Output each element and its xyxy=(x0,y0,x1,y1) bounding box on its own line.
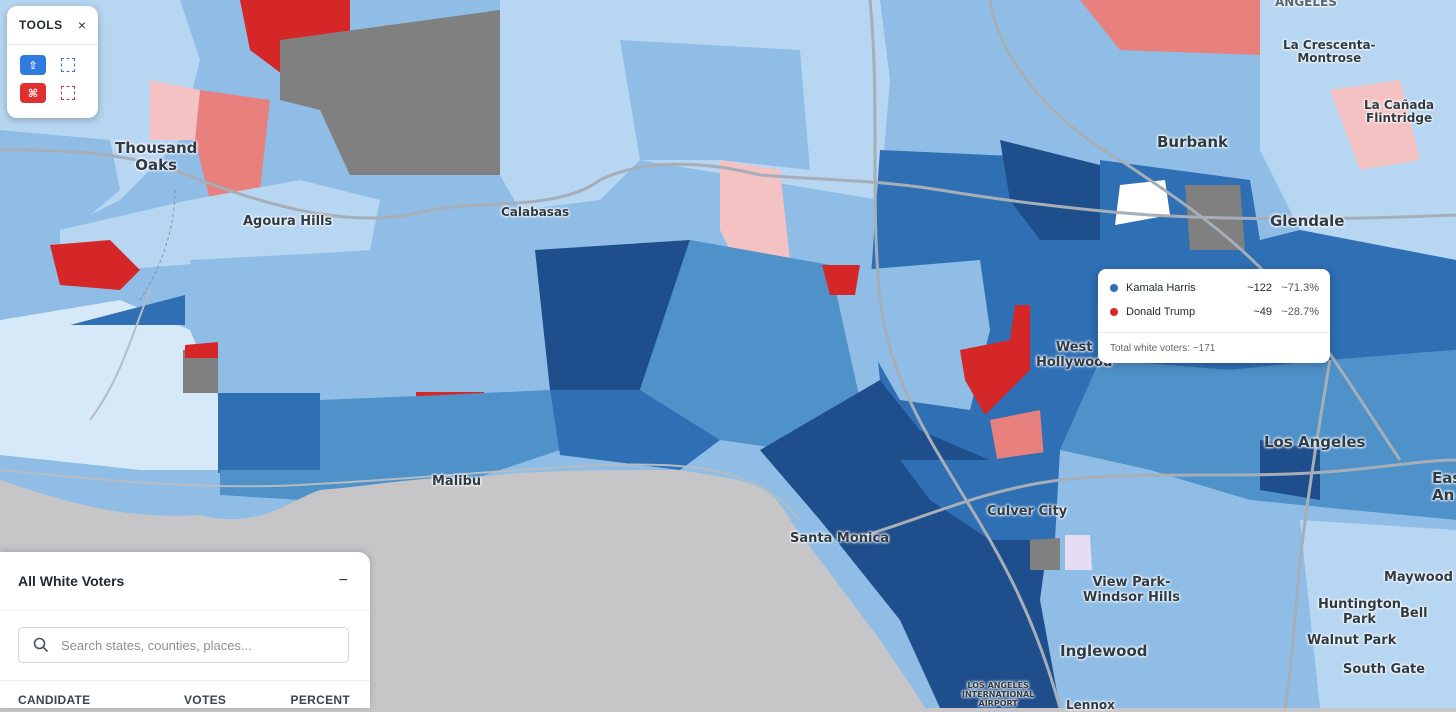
tooltip-votes: ~122 xyxy=(1247,282,1272,294)
precinct-nodata-north[interactable] xyxy=(280,10,500,175)
precinct-harris-mid-2[interactable] xyxy=(550,390,720,470)
precinct-culver[interactable] xyxy=(900,450,1060,540)
column-candidate[interactable]: CANDIDATE xyxy=(18,693,91,707)
map-label-burbank: Burbank xyxy=(1157,133,1229,151)
tooltip-votes: ~49 xyxy=(1253,306,1272,318)
road-pch xyxy=(0,463,801,521)
tooltip-total: Total white voters: ~171 xyxy=(1098,332,1330,364)
map-label-calabasas: Calabasas xyxy=(501,205,570,219)
select-add-button[interactable]: ⇧ xyxy=(20,55,46,75)
precinct-nw-medium[interactable] xyxy=(0,130,120,250)
precinct-lilac[interactable] xyxy=(1065,535,1092,570)
map-label-agoura-hills: Agoura Hills xyxy=(243,214,333,229)
tooltip-row-harris: Kamala Harris ~122 ~71.3% xyxy=(1098,276,1330,300)
select-remove-button[interactable]: ⌘ xyxy=(20,83,46,103)
tooltip-candidate-name: Donald Trump xyxy=(1126,306,1196,318)
precinct-la-dark[interactable] xyxy=(1260,440,1320,500)
precinct-trump-light-center[interactable] xyxy=(720,160,790,270)
precinct-trump-w-small[interactable] xyxy=(185,342,218,358)
tools-title: TOOLS xyxy=(19,18,63,32)
map-label-huntington-park: Huntington Park xyxy=(1318,597,1402,627)
map-label-malibu: Malibu xyxy=(432,474,482,489)
precinct-harris-dark-center[interactable] xyxy=(535,240,690,390)
panel-title: All White Voters xyxy=(18,573,125,589)
column-votes[interactable]: VOTES xyxy=(184,693,227,707)
column-percent[interactable]: PERCENT xyxy=(290,693,350,707)
precinct-north-medium[interactable] xyxy=(620,40,810,170)
map-label-south-gate: South Gate xyxy=(1343,662,1426,677)
box-select-remove-icon[interactable] xyxy=(55,83,81,103)
boundary-dash xyxy=(139,189,176,301)
tool-row-add: ⇧ xyxy=(7,55,98,75)
tooltip-percent: ~28.7% xyxy=(1281,306,1319,318)
map-label-la-canada: La Cañada Flintridge xyxy=(1364,98,1435,125)
tools-header: TOOLS × xyxy=(7,6,98,45)
precinct-harris-mid-center[interactable] xyxy=(640,240,860,450)
map-label-angeles-top: ANGELES xyxy=(1275,0,1337,9)
precinct-central-w[interactable] xyxy=(190,250,550,400)
tooltip-candidate-name: Kamala Harris xyxy=(1126,282,1196,294)
freeway-101 xyxy=(0,148,1456,221)
map-label-santa-monica: Santa Monica xyxy=(790,531,889,546)
precinct-west-medium[interactable] xyxy=(0,260,190,320)
search-input[interactable] xyxy=(59,636,343,654)
box-select-add-icon[interactable] xyxy=(55,55,81,75)
tools-panel: TOOLS × ⇧ ⌘ xyxy=(7,6,98,118)
tooltip-row-trump: Donald Trump ~49 ~28.7% xyxy=(1098,300,1330,324)
results-panel: All White Voters − CANDIDATE VOTES PERCE… xyxy=(0,552,370,708)
freeway-405 xyxy=(868,0,1062,708)
map-label-lax: LOS ANGELES INTERNATIONAL AIRPORT xyxy=(962,681,1035,708)
precinct-trump-center[interactable] xyxy=(822,265,860,295)
precinct-trump-medium-nw[interactable] xyxy=(195,90,270,200)
freeway-10 xyxy=(849,458,1456,542)
tool-row-remove: ⌘ xyxy=(7,83,98,103)
tooltip-percent: ~71.3% xyxy=(1281,282,1319,294)
map-label-walnut-park: Walnut Park xyxy=(1307,633,1397,648)
precinct-trump-light-nw[interactable] xyxy=(150,80,200,140)
precinct-trump-medium-ne[interactable] xyxy=(1080,0,1260,55)
precinct-nodata-culver[interactable] xyxy=(1030,538,1060,570)
map-label-los-angeles: Los Angeles xyxy=(1264,433,1366,451)
precinct-trump-light-ne[interactable] xyxy=(1330,80,1420,170)
precinct-east-darkest[interactable] xyxy=(1000,140,1100,240)
search-icon xyxy=(33,637,49,653)
freeway-110 xyxy=(1283,359,1332,708)
freeway-5 xyxy=(988,0,1402,461)
map-label-culver-city: Culver City xyxy=(987,504,1068,519)
precinct-east-light-pocket[interactable] xyxy=(860,260,990,410)
results-table-header: CANDIDATE VOTES PERCENT xyxy=(0,680,370,708)
map-label-east-la: Eas An xyxy=(1432,469,1456,504)
map-label-la-crescenta: La Crescenta- Montrose xyxy=(1283,38,1376,65)
precinct-dark-square[interactable] xyxy=(218,393,320,473)
map-label-view-park: View Park- Windsor Hills xyxy=(1083,575,1180,605)
precinct-harris-light-w[interactable] xyxy=(60,180,380,270)
trump-color-dot xyxy=(1110,308,1118,316)
map-label-maywood: Maywood xyxy=(1384,570,1453,585)
road-canyon xyxy=(89,289,151,421)
map-label-lennox: Lennox xyxy=(1066,698,1115,712)
results-panel-header: All White Voters − xyxy=(0,552,370,611)
precinct-west-faint[interactable] xyxy=(0,300,220,470)
map-label-bell: Bell xyxy=(1400,606,1428,621)
map-label-glendale: Glendale xyxy=(1270,212,1345,230)
search-box xyxy=(18,627,349,663)
map-label-inglewood: Inglewood xyxy=(1060,642,1148,660)
harris-color-dot xyxy=(1110,284,1118,292)
map-label-thousand-oaks: Thousand Oaks xyxy=(115,139,198,174)
precinct-west-dark[interactable] xyxy=(70,295,185,325)
precinct-tooltip: Kamala Harris ~122 ~71.3% Donald Trump ~… xyxy=(1098,269,1330,363)
precinct-trump-weho[interactable] xyxy=(960,305,1030,415)
tools-close-icon[interactable]: × xyxy=(77,17,86,33)
precinct-trump-thousand[interactable] xyxy=(50,240,140,290)
map-label-west-hollywood: West Hollywood xyxy=(1036,340,1113,370)
minimize-button[interactable]: − xyxy=(338,572,348,589)
precinct-se-light[interactable] xyxy=(1300,520,1456,708)
